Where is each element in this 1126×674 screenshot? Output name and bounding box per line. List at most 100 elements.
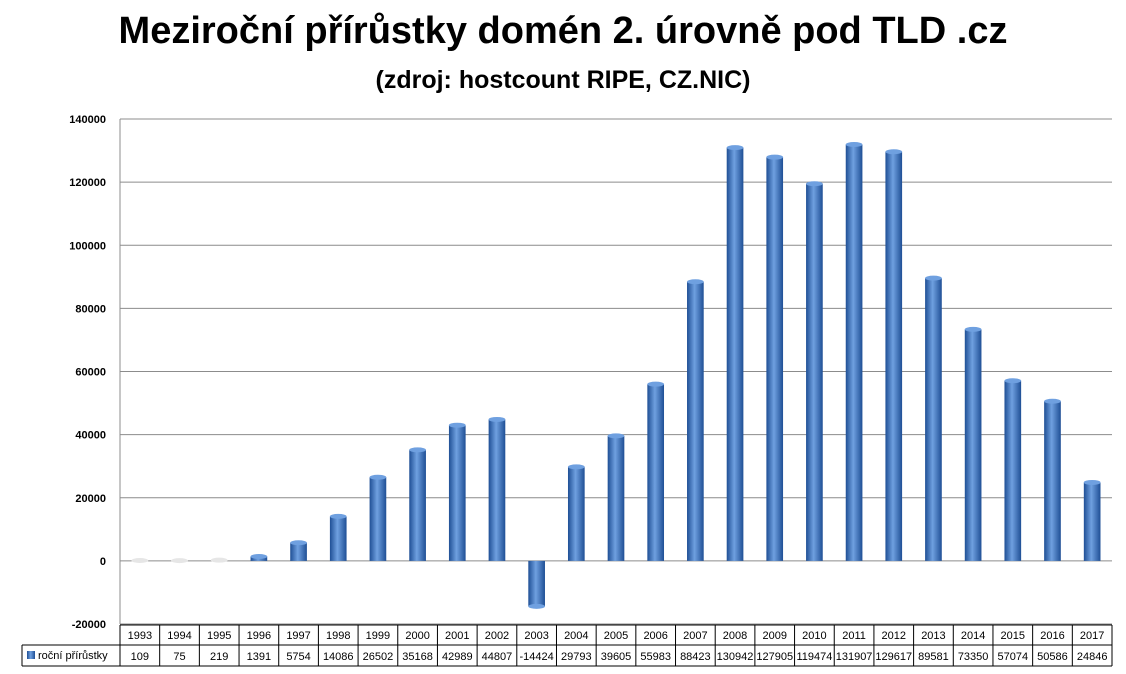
bar: [448, 425, 466, 561]
bar-cap: [607, 433, 625, 439]
bar-cap: [448, 422, 466, 428]
bar: [607, 435, 625, 561]
data-label: 42989: [442, 651, 473, 663]
x-tick-label: 2016: [1040, 630, 1064, 642]
bar: [964, 329, 982, 561]
bar: [1083, 482, 1101, 561]
bar-cap: [171, 558, 188, 564]
bar: [329, 516, 347, 561]
x-tick-label: 1994: [167, 630, 191, 642]
bar-cap: [409, 447, 426, 453]
x-tick-label: 2006: [643, 630, 667, 642]
data-label: 26502: [363, 651, 394, 663]
x-tick-label: 2000: [405, 630, 429, 642]
bar-cap: [1083, 479, 1101, 485]
data-label: 29793: [561, 651, 592, 663]
bar-cap: [726, 145, 744, 151]
y-tick-label: 140000: [69, 114, 106, 126]
bar-cap: [1004, 378, 1022, 384]
y-tick-label: 60000: [75, 367, 106, 379]
x-tick-label: 2010: [802, 630, 826, 642]
y-tick-label: 0: [100, 556, 106, 568]
bar: [766, 157, 784, 561]
bar: [488, 419, 506, 561]
x-tick-label: 2007: [683, 630, 707, 642]
y-tick-label: 40000: [75, 430, 106, 442]
bar-cap: [131, 558, 149, 564]
bar-cap: [964, 326, 982, 332]
bar-cap: [766, 154, 784, 160]
bar-cap: [687, 279, 704, 285]
y-tick-label: -20000: [72, 619, 106, 631]
data-label: 55983: [640, 651, 671, 663]
bar: [1044, 401, 1061, 561]
bar: [726, 147, 744, 561]
legend-label: roční přírůstky: [38, 650, 108, 662]
bar: [925, 278, 942, 561]
bar-cap: [885, 149, 903, 155]
y-tick-label: 120000: [69, 177, 106, 189]
bar: [369, 477, 387, 561]
bar-cap: [250, 553, 268, 559]
x-tick-label: 1993: [128, 630, 152, 642]
data-label: 39605: [601, 651, 632, 663]
data-label: 119474: [796, 651, 832, 663]
bar: [290, 542, 307, 561]
bar-cap: [845, 142, 863, 148]
bar: [528, 560, 545, 607]
data-label: 109: [131, 651, 149, 663]
x-tick-label: 1997: [286, 630, 310, 642]
x-tick-label: 2013: [921, 630, 945, 642]
bar-cap: [528, 603, 545, 609]
bar-cap: [647, 381, 665, 387]
data-label: 57074: [998, 651, 1029, 663]
data-label: 1391: [247, 651, 271, 663]
data-label: 75: [173, 651, 185, 663]
chart-title: Meziroční přírůstky domén 2. úrovně pod …: [118, 10, 1008, 52]
x-tick-label: 2004: [564, 630, 588, 642]
x-tick-label: 2001: [445, 630, 469, 642]
bar-cap: [806, 181, 823, 187]
bar-cap: [1044, 398, 1061, 404]
bar-cap: [210, 557, 228, 563]
x-tick-label: 2015: [1001, 630, 1025, 642]
bar: [845, 144, 863, 561]
bar: [647, 384, 665, 561]
data-label: 88423: [680, 651, 711, 663]
x-tick-label: 1995: [207, 630, 231, 642]
x-tick-label: 2017: [1080, 630, 1104, 642]
bar: [806, 183, 823, 561]
bar-cap: [567, 464, 585, 470]
bar: [885, 151, 903, 561]
data-label: 127905: [756, 651, 793, 663]
x-tick-label: 2014: [961, 630, 985, 642]
x-tick-label: 1996: [247, 630, 271, 642]
x-tick-label: 2005: [604, 630, 628, 642]
chart-subtitle: (zdroj: hostcount RIPE, CZ.NIC): [375, 66, 751, 94]
x-tick-label: 2011: [842, 630, 866, 642]
data-label: 50586: [1037, 651, 1068, 663]
bar: [567, 466, 585, 561]
bar: [1004, 380, 1022, 561]
x-tick-label: 1999: [366, 630, 390, 642]
x-tick-label: 2003: [524, 630, 548, 642]
y-tick-label: 20000: [75, 493, 106, 505]
data-label: 131907: [836, 651, 873, 663]
data-label: 24846: [1077, 651, 1108, 663]
x-tick-label: 2009: [762, 630, 786, 642]
x-tick-label: 2012: [882, 630, 906, 642]
x-tick-label: 2002: [485, 630, 509, 642]
data-label: 219: [210, 651, 228, 663]
bar-cap: [925, 275, 942, 281]
data-label: 129617: [875, 651, 912, 663]
data-label: 14086: [323, 651, 354, 663]
data-label: 5754: [286, 651, 310, 663]
data-label: 44807: [482, 651, 513, 663]
data-label: 89581: [918, 651, 949, 663]
x-tick-label: 1998: [326, 630, 350, 642]
bar-cap: [290, 540, 307, 546]
y-tick-label: 80000: [75, 303, 106, 315]
data-label: 35168: [402, 651, 433, 663]
